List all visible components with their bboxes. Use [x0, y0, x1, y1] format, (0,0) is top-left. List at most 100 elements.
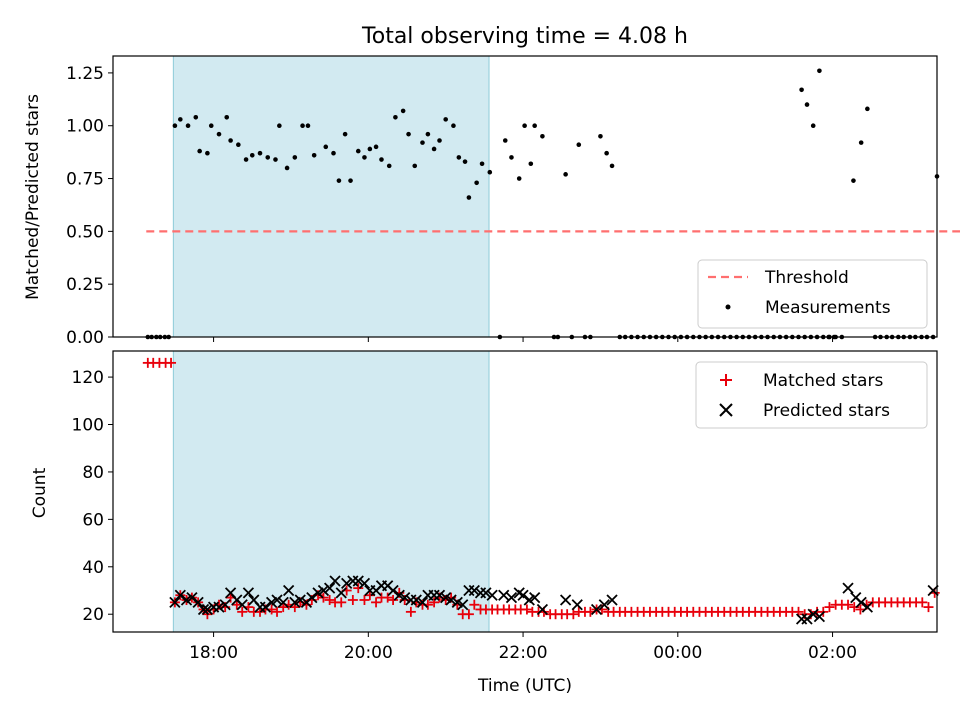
- ratio-panel: 0.00 0.25 0.50 0.75 1.00 1.25 Matched/Predict…: [23, 55, 960, 348]
- matched-star-marker: [824, 602, 835, 613]
- matched-star-marker: [371, 597, 382, 608]
- measurement-point: [249, 153, 255, 158]
- measurement-point: [277, 123, 282, 129]
- count-x-axis: 18:00 20:00 22:00 00:00 02:00: [189, 632, 857, 663]
- matched-star-marker: [568, 609, 579, 620]
- predicted-star-marker: [457, 599, 469, 611]
- legend-predicted-label: Predicted stars: [763, 401, 890, 421]
- matched-star-marker: [237, 606, 248, 617]
- measurement-point: [292, 155, 298, 160]
- predicted-star-marker: [410, 594, 422, 606]
- ratio-y-tick-label: 0.25: [66, 275, 104, 295]
- predicted-star-marker: [505, 591, 518, 604]
- matched-star-marker: [521, 604, 532, 615]
- measurement-point: [540, 133, 545, 139]
- predicted-star-marker: [590, 603, 603, 616]
- count-x-tick-label: 18:00: [189, 643, 238, 663]
- predicted-star-marker: [861, 601, 874, 613]
- predicted-star-marker: [201, 603, 214, 616]
- ratio-x-ticks: [213, 337, 834, 342]
- measurement-point: [451, 123, 456, 129]
- predicted-star-marker: [517, 589, 529, 601]
- predicted-star-marker: [498, 589, 510, 601]
- matched-star-marker: [324, 594, 335, 605]
- measurement-point: [522, 123, 527, 129]
- matched-star-marker: [463, 609, 474, 620]
- matched-star-marker: [255, 606, 266, 617]
- predicted-star-marker: [271, 594, 283, 606]
- measurement-point: [236, 142, 241, 148]
- measurement-point: [386, 163, 392, 169]
- matched-star-marker: [923, 602, 934, 613]
- predicted-star-marker: [259, 601, 272, 613]
- predicted-star-marker: [186, 591, 198, 604]
- observing-span-shade: [172, 55, 490, 338]
- measurement-point: [528, 161, 534, 167]
- ratio-y-tick-label: 0.00: [66, 328, 104, 348]
- matched-star-marker: [318, 592, 329, 603]
- matched-star-marker: [429, 597, 440, 608]
- predicted-star-marker: [174, 589, 186, 601]
- measurement-point: [604, 150, 609, 156]
- measurement-point: [799, 87, 804, 93]
- count-x-tick-label: 20:00: [344, 643, 393, 663]
- matched-star-marker: [843, 599, 854, 610]
- count-y-axis: 20 40 60 80 100 120: [72, 368, 113, 625]
- measurement-point: [509, 155, 514, 160]
- matched-star-marker: [272, 606, 283, 617]
- measurement-point: [576, 142, 582, 148]
- measurement-point: [197, 148, 202, 154]
- count-y-tick-label: 120: [72, 368, 104, 388]
- matched-star-marker: [166, 357, 177, 368]
- measurement-point: [305, 123, 311, 129]
- predicted-star-points: [169, 575, 939, 625]
- measurement-point: [443, 117, 448, 122]
- shade-span-upper: [172, 55, 490, 338]
- legend-predicted-swatch: [719, 403, 733, 417]
- matched-star-marker: [388, 594, 399, 605]
- measurement-point: [178, 117, 183, 122]
- measurement-point: [810, 123, 816, 129]
- measurement-point: [300, 123, 305, 129]
- measurement-point: [431, 146, 437, 152]
- predicted-star-marker: [807, 608, 819, 620]
- measurement-point: [367, 146, 373, 152]
- predicted-star-marker: [813, 610, 826, 623]
- count-x-tick-label: 00:00: [653, 643, 702, 663]
- measurement-point: [224, 114, 230, 120]
- measurement-point: [420, 140, 425, 145]
- ratio-axes-frame: [112, 55, 938, 338]
- predicted-star-marker: [282, 584, 295, 597]
- measurement-point: [516, 176, 522, 181]
- matched-star-marker: [382, 592, 393, 603]
- measurement-point: [406, 131, 411, 137]
- matched-star-marker: [278, 602, 289, 613]
- predicted-star-marker: [197, 603, 210, 616]
- measurement-point: [817, 68, 822, 74]
- matched-star-marker: [469, 599, 480, 610]
- ratio-y-tick-label: 1.25: [66, 64, 104, 84]
- predicted-star-marker: [855, 596, 867, 608]
- predicted-star-marker: [598, 599, 610, 611]
- measurement-point: [331, 150, 336, 156]
- measurement-point: [243, 157, 249, 162]
- predicted-star-marker: [536, 603, 549, 616]
- measurement-point: [257, 150, 263, 156]
- measurement-point: [216, 131, 222, 137]
- predicted-star-marker: [416, 596, 429, 608]
- predicted-star-marker: [329, 575, 341, 587]
- ratio-y-tick-label: 0.75: [66, 170, 104, 190]
- predicted-star-marker: [445, 594, 457, 606]
- measurement-point: [362, 155, 367, 160]
- matched-star-marker: [336, 597, 347, 608]
- measurement-point: [265, 155, 271, 160]
- count-y-tick-label: 60: [82, 510, 104, 530]
- measurement-point: [393, 114, 398, 120]
- predicted-star-marker: [277, 596, 289, 608]
- x-axis-label: Time (UTC): [477, 676, 572, 696]
- predicted-star-marker: [169, 596, 181, 608]
- measurement-point: [400, 108, 406, 114]
- measurement-point: [323, 144, 329, 150]
- measurement-point: [479, 161, 485, 167]
- measurement-point: [208, 123, 214, 129]
